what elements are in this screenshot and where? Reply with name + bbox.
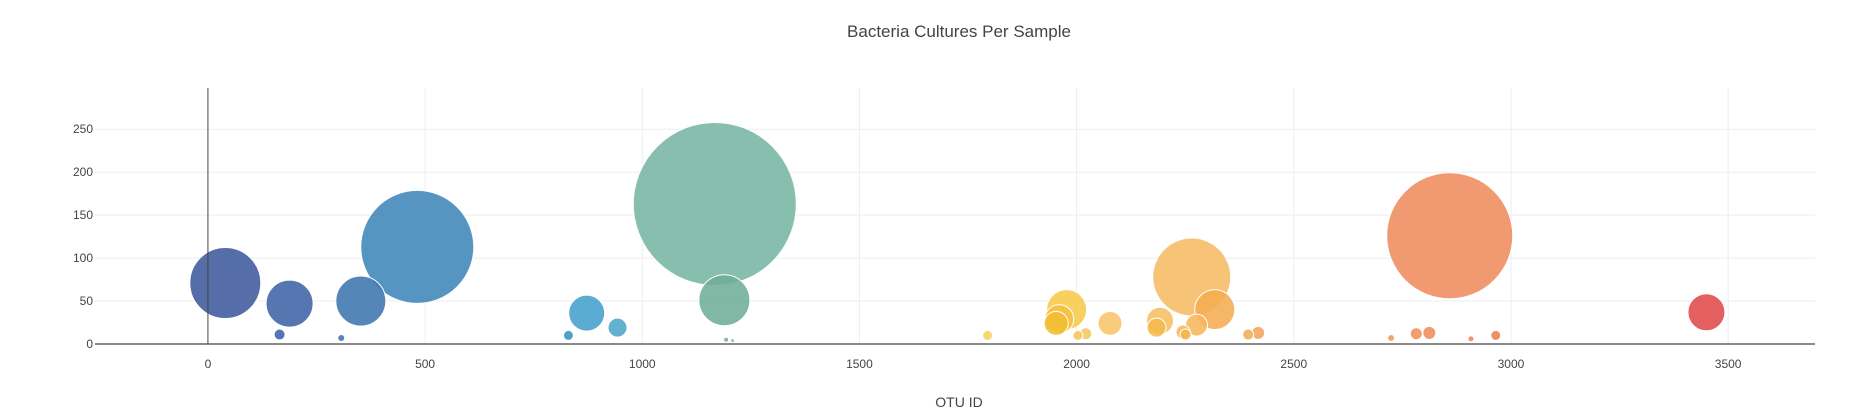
bubble-point[interactable] (1687, 293, 1726, 332)
bubble-point[interactable] (1467, 335, 1475, 343)
x-tick-label: 1500 (846, 357, 873, 371)
x-tick-label: 2000 (1063, 357, 1090, 371)
bubble-point[interactable] (730, 338, 736, 344)
bubble-point[interactable] (1490, 329, 1502, 341)
x-tick-label: 1000 (629, 357, 656, 371)
bubble-point[interactable] (1146, 317, 1167, 338)
bubble-point[interactable] (1242, 328, 1255, 341)
bubble-point[interactable] (265, 279, 314, 328)
x-tick-label: 500 (415, 357, 435, 371)
bubble-point[interactable] (1422, 325, 1437, 340)
bubble-point[interactable] (1097, 310, 1123, 336)
chart-title: Bacteria Cultures Per Sample (847, 22, 1071, 41)
bubble-point[interactable] (1179, 328, 1192, 341)
bubble-point[interactable] (1409, 327, 1423, 341)
y-tick-label: 200 (73, 165, 93, 179)
x-tick-label: 3000 (1498, 357, 1525, 371)
bubble-point[interactable] (1072, 329, 1084, 341)
y-tick-label: 0 (86, 337, 93, 351)
y-tick-label: 250 (73, 122, 93, 136)
bubble-point[interactable] (1043, 310, 1069, 336)
y-tick-label: 100 (73, 251, 93, 265)
axes: 0 500 1000 1500 2000 2500 3000 3500 0 50 100 150 200… (73, 88, 1815, 371)
bubbles (189, 121, 1726, 344)
bubble-point[interactable] (632, 121, 797, 286)
bubble-point[interactable] (1387, 333, 1396, 342)
bubble-point[interactable] (335, 275, 387, 327)
bubble-point[interactable] (982, 329, 994, 341)
bubble-point[interactable] (189, 247, 262, 320)
x-axis-title: OTU ID (935, 394, 982, 410)
bubble-point[interactable] (607, 317, 628, 338)
bubble-point[interactable] (562, 329, 574, 341)
bubble-point[interactable] (360, 189, 475, 304)
bubble-point[interactable] (698, 274, 751, 327)
x-tick-label: 0 (205, 357, 212, 371)
x-tick-label: 3500 (1715, 357, 1742, 371)
bubble-point[interactable] (723, 336, 730, 343)
bubble-point[interactable] (273, 328, 286, 341)
bubble-point[interactable] (1386, 172, 1514, 300)
y-tick-label: 50 (80, 294, 94, 308)
bubble-point[interactable] (568, 294, 606, 332)
bubble-point[interactable] (337, 333, 346, 342)
x-tick-label: 2500 (1280, 357, 1307, 371)
y-tick-label: 150 (73, 208, 93, 222)
